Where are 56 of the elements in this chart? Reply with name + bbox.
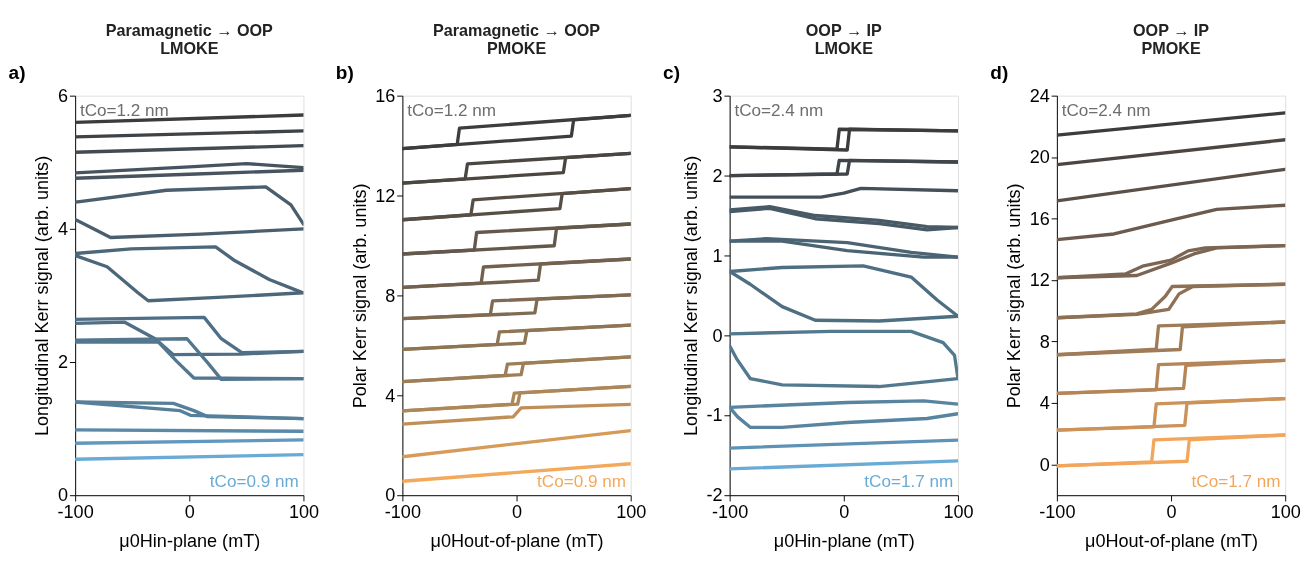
annotation: tCo=1.2 nm — [79, 100, 169, 120]
text: d) — [990, 61, 1009, 83]
text: b) — [335, 61, 354, 83]
y-tick-label: 24 — [1029, 85, 1050, 106]
y-tick-label: 2 — [57, 352, 69, 373]
annotation: tCo=0.9 nm — [209, 471, 299, 491]
y-tick-label: -1 — [706, 405, 723, 426]
chart-title: Paramagnetic → OOP — [105, 20, 274, 39]
y-axis-title: Polar Kerr signal (arb. units) — [1004, 183, 1025, 409]
annotation: tCo=1.7 nm — [1191, 471, 1281, 491]
y-tick-label: 16 — [1029, 208, 1050, 229]
annotation: tCo=1.7 nm — [864, 471, 954, 491]
x-tick-label: 100 — [943, 501, 974, 522]
y-tick-label: 6 — [57, 85, 69, 106]
y-tick-label: 16 — [375, 85, 396, 106]
chart-subtitle: PMOKE — [486, 38, 547, 57]
y-tick-label: 8 — [385, 285, 396, 306]
y-tick-label: 2 — [712, 165, 723, 186]
y-axis-title: Longitudinal Kerr signal (arb. units) — [680, 155, 701, 436]
y-tick-label: 12 — [375, 185, 396, 206]
chart-title: Paramagnetic → OOP — [433, 20, 601, 39]
x-axis-title: μ0Hout-of-plane (mT) — [1085, 531, 1259, 552]
y-tick-label: 12 — [1029, 270, 1050, 291]
y-tick-label: 4 — [1039, 393, 1050, 414]
chart-subtitle: PMOKE — [1141, 38, 1201, 57]
annotation: tCo=2.4 nm — [734, 100, 824, 120]
y-axis-title: Longitudinal Kerr signal (arb. units) — [32, 155, 53, 436]
x-tick-label: 100 — [1270, 501, 1301, 522]
text: c) — [663, 61, 680, 83]
chart-title: OOP → IP — [1133, 20, 1210, 39]
y-tick-label: 4 — [57, 219, 69, 240]
y-tick-label: 20 — [1029, 147, 1050, 168]
y-tick-label: 8 — [1039, 331, 1050, 352]
x-axis-title: μ0Hin-plane (mT) — [119, 531, 261, 552]
chart-subtitle: LMOKE — [814, 38, 874, 57]
y-tick-label: 0 — [712, 325, 723, 346]
y-tick-label: 1 — [712, 245, 723, 266]
x-tick-label: 0 — [512, 501, 523, 522]
x-tick-label: 0 — [184, 501, 195, 522]
annotation: tCo=0.9 nm — [537, 471, 626, 491]
x-axis-title: μ0Hout-of-plane (mT) — [430, 531, 604, 552]
annotation: tCo=2.4 nm — [1061, 100, 1151, 120]
y-axis-title: Polar Kerr signal (arb. units) — [349, 183, 370, 409]
y-tick-label: 4 — [385, 385, 396, 406]
x-tick-label: 0 — [1166, 501, 1177, 522]
y-tick-label: 0 — [1039, 454, 1050, 475]
x-tick-label: -100 — [1039, 501, 1076, 522]
x-axis-title: μ0Hin-plane (mT) — [773, 531, 915, 552]
x-tick-label: 100 — [288, 501, 320, 522]
x-tick-label: 100 — [616, 501, 647, 522]
chart-subtitle: LMOKE — [160, 38, 219, 57]
y-tick-label: 3 — [712, 85, 723, 106]
annotation: tCo=1.2 nm — [407, 100, 497, 120]
x-tick-label: 0 — [839, 501, 850, 522]
chart-title: OOP → IP — [805, 20, 883, 39]
text: a) — [8, 61, 26, 83]
